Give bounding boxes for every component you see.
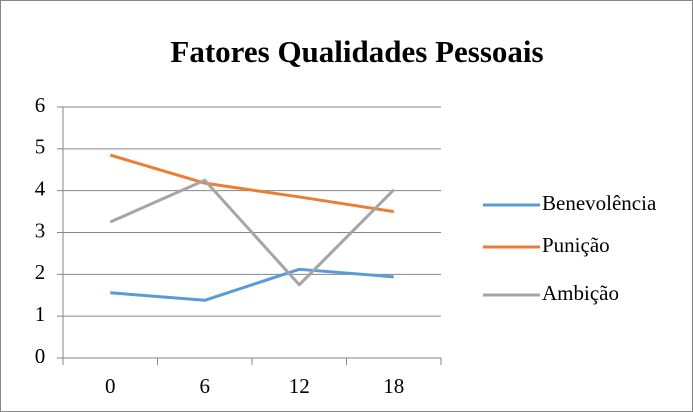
series-line xyxy=(109,153,394,214)
x-tick-label: 0 xyxy=(105,374,116,398)
y-tick-label: 0 xyxy=(35,344,46,368)
x-tick-label: 6 xyxy=(200,374,211,398)
legend-label: Benevolência xyxy=(542,191,657,215)
legend-label: Punição xyxy=(542,233,610,257)
chart-title: Fatores Qualidades Pessoais xyxy=(170,34,543,69)
y-tick-label: 1 xyxy=(35,302,46,326)
y-tick-label: 2 xyxy=(35,260,46,284)
y-tick-label: 6 xyxy=(35,93,46,117)
y-tick-label: 5 xyxy=(35,135,46,159)
y-tick-label: 4 xyxy=(35,176,46,200)
series-line xyxy=(110,267,394,302)
x-tick-label: 12 xyxy=(289,374,310,398)
series-line xyxy=(109,178,395,287)
x-tick-label: 18 xyxy=(383,374,404,398)
y-tick-label: 3 xyxy=(35,218,46,242)
legend-label: Ambição xyxy=(542,281,619,305)
